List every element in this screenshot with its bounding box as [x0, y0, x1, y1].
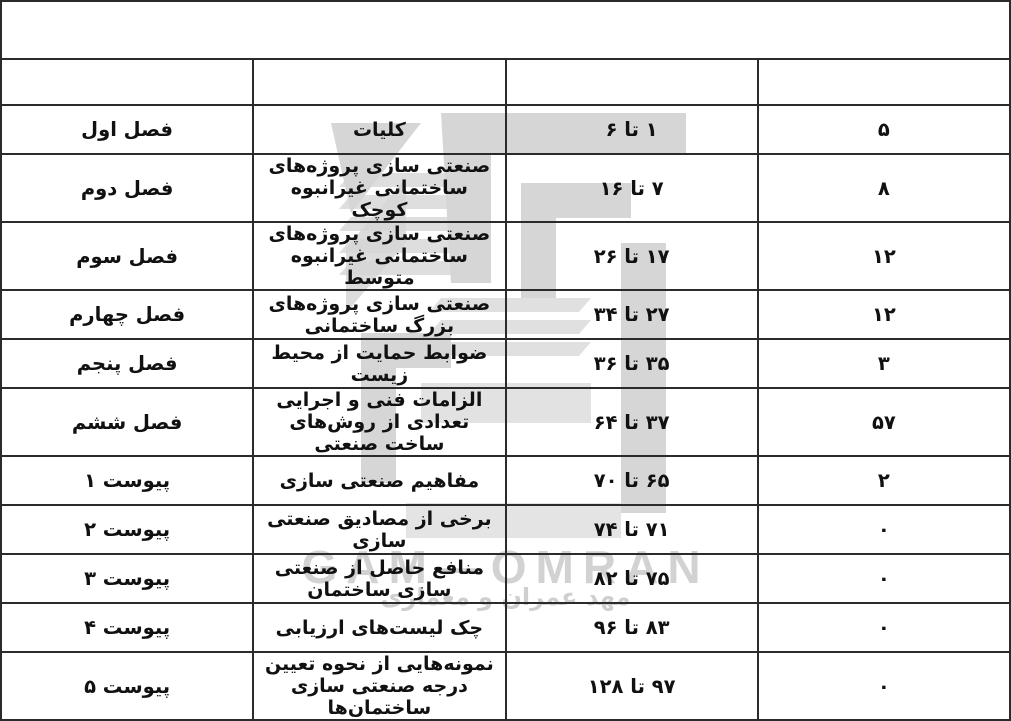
table-row: ۱۲ ۱۷ تا ۲۶ صنعتی سازی پروژه‌های ساختمانی … [0, 221, 1011, 291]
table-row: ۵۷ ۳۷ تا ۶۴ الزامات فنی و اجرایی تعدادی از… [0, 387, 1011, 457]
table-row: ۰ ۷۱ تا ۷۴ برخی از مصادیق صنعتی سازی پیوست … [0, 504, 1011, 555]
cell-page-numbers: ۷۵ تا ۸۲ [504, 553, 759, 604]
cell-page-numbers: ۷۱ تا ۷۴ [504, 504, 759, 555]
column-header-page-numbers: شماره صفحات [504, 58, 759, 106]
cell-chapter: پیوست ۲ [0, 504, 255, 555]
table-row: ۳ ۳۵ تا ۳۶ ضوابط حمایت از محیط زیست فصل پنج… [0, 338, 1011, 389]
cell-question-count: ۰ [756, 504, 1011, 555]
page-title: بودجه بندی مبحث یازدهم از آزمون شهریور ۱… [0, 0, 1011, 60]
table-row: ۱۲ ۲۷ تا ۳۴ صنعتی سازی پروژه‌های بزرگ ساخت… [0, 289, 1011, 340]
cell-chapter: پیوست ۴ [0, 602, 255, 653]
cell-page-numbers: ۲۷ تا ۳۴ [504, 289, 759, 340]
table-row: ۰ ۸۳ تا ۹۶ چک لیست‌های ارزیابی پیوست ۴ [0, 602, 1011, 653]
table-head: بودجه بندی مبحث یازدهم از آزمون شهریور ۱… [0, 0, 1011, 106]
cell-chapter: پیوست ۵ [0, 651, 255, 721]
cell-chapter: فصل سوم [0, 221, 255, 291]
cell-chapter: فصل چهارم [0, 289, 255, 340]
cell-page-numbers: ۱۷ تا ۲۶ [504, 221, 759, 291]
cell-page-numbers: ۳۷ تا ۶۴ [504, 387, 759, 457]
cell-question-count: ۰ [756, 553, 1011, 604]
cell-question-count: ۰ [756, 651, 1011, 721]
cell-question-count: ۵ [756, 104, 1011, 155]
cell-chapter-title: برخی از مصادیق صنعتی سازی [252, 504, 507, 555]
cell-chapter-title: چک لیست‌های ارزیابی [252, 602, 507, 653]
cell-page-numbers: ۸۳ تا ۹۶ [504, 602, 759, 653]
table-row: ۲ ۶۵ تا ۷۰ مفاهیم صنعتی سازی پیوست ۱ [0, 455, 1011, 506]
cell-chapter-title: صنعتی سازی پروژه‌های بزرگ ساختمانی [252, 289, 507, 340]
cell-question-count: ۵۷ [756, 387, 1011, 457]
cell-page-numbers: ۹۷ تا ۱۲۸ [504, 651, 759, 721]
cell-chapter-title: ضوابط حمایت از محیط زیست [252, 338, 507, 389]
cell-question-count: ۱۲ [756, 289, 1011, 340]
table-header-row: تعداد سوال شماره صفحات عنوان فصل فصل [0, 58, 1011, 106]
cell-question-count: ۰ [756, 602, 1011, 653]
cell-page-numbers: ۳۵ تا ۳۶ [504, 338, 759, 389]
table-row: ۰ ۷۵ تا ۸۲ منافع حاصل از صنعتی سازی ساختما… [0, 553, 1011, 604]
cell-chapter: فصل دوم [0, 153, 255, 223]
cell-chapter-title: منافع حاصل از صنعتی سازی ساختمان [252, 553, 507, 604]
cell-chapter: فصل پنجم [0, 338, 255, 389]
cell-chapter-title: صنعتی سازی پروژه‌های ساختمانی غیرانبوه ک… [252, 153, 507, 223]
cell-chapter-title: صنعتی سازی پروژه‌های ساختمانی غیرانبوه م… [252, 221, 507, 291]
cell-question-count: ۲ [756, 455, 1011, 506]
table-row: ۰ ۹۷ تا ۱۲۸ نمونه‌هایی از نحوه تعیین درجه … [0, 651, 1011, 721]
cell-chapter: فصل اول [0, 104, 255, 155]
cell-chapter-title: نمونه‌هایی از نحوه تعیین درجه صنعتی سازی… [252, 651, 507, 721]
cell-chapter-title: الزامات فنی و اجرایی تعدادی از روش‌های س… [252, 387, 507, 457]
cell-question-count: ۸ [756, 153, 1011, 223]
cell-chapter: پیوست ۳ [0, 553, 255, 604]
cell-page-numbers: ۷ تا ۱۶ [504, 153, 759, 223]
cell-chapter: پیوست ۱ [0, 455, 255, 506]
cell-page-numbers: ۱ تا ۶ [504, 104, 759, 155]
cell-chapter-title: مفاهیم صنعتی سازی [252, 455, 507, 506]
cell-question-count: ۱۲ [756, 221, 1011, 291]
column-header-chapter-title: عنوان فصل [252, 58, 507, 106]
cell-page-numbers: ۶۵ تا ۷۰ [504, 455, 759, 506]
cell-chapter-title: کلیات [252, 104, 507, 155]
table-title-row: بودجه بندی مبحث یازدهم از آزمون شهریور ۱… [0, 0, 1011, 60]
column-header-chapter: فصل [0, 58, 255, 106]
column-header-question-count: تعداد سوال [756, 58, 1011, 106]
cell-chapter: فصل ششم [0, 387, 255, 457]
cell-question-count: ۳ [756, 338, 1011, 389]
